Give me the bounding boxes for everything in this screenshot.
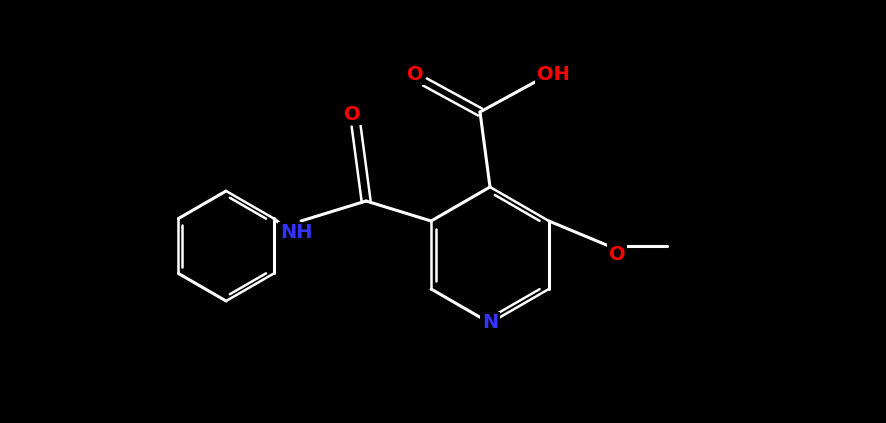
Text: N: N (482, 313, 498, 332)
Text: O: O (407, 64, 424, 83)
Text: O: O (344, 104, 361, 124)
Text: O: O (609, 244, 626, 264)
Text: OH: OH (537, 64, 570, 83)
Text: NH: NH (280, 223, 313, 242)
